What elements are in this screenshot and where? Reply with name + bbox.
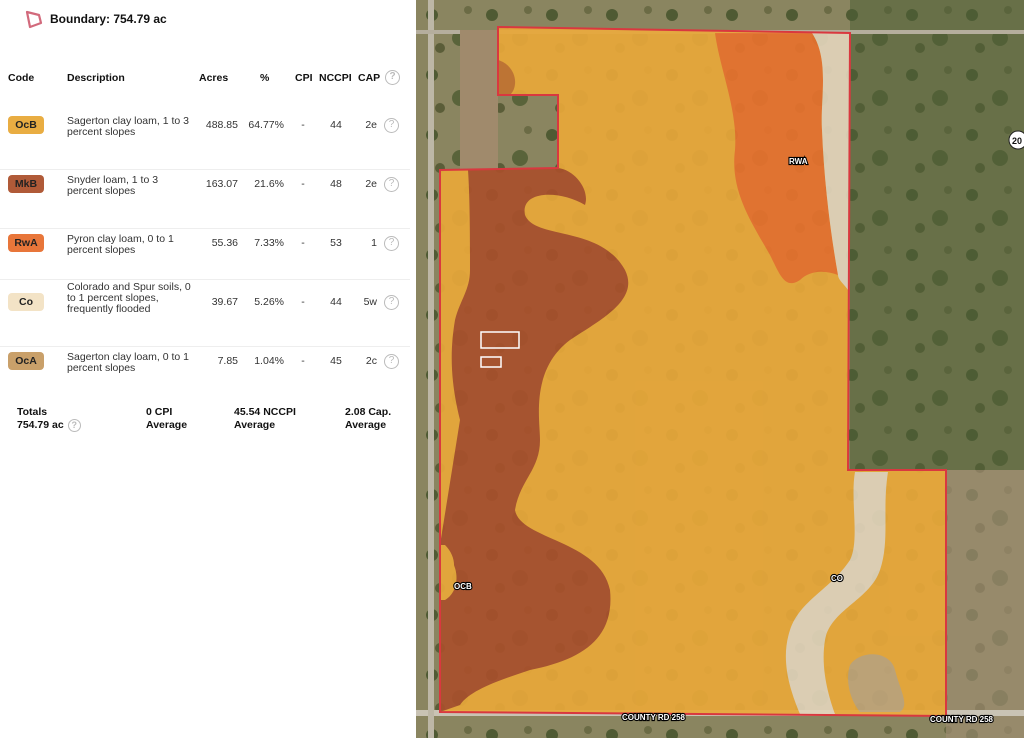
road-label: COUNTY RD 258 bbox=[622, 713, 686, 722]
table-header: Code Description Acres % CPI NCCPI CAP ? bbox=[0, 70, 410, 86]
soil-co[interactable] bbox=[785, 472, 888, 714]
cap-avg-label: Average bbox=[345, 419, 387, 431]
soil-code-badge: RwA bbox=[8, 234, 44, 252]
soil-code-badge: Co bbox=[8, 293, 44, 311]
cap: 2c bbox=[365, 355, 377, 367]
nccpi: 53 bbox=[330, 237, 342, 249]
field-plot bbox=[460, 30, 498, 170]
help-icon[interactable]: ? bbox=[67, 419, 81, 432]
help-icon[interactable]: ? bbox=[384, 118, 399, 133]
cap: 5w bbox=[363, 296, 377, 308]
percent: 1.04% bbox=[254, 355, 284, 367]
soil-ocb-notch[interactable] bbox=[498, 60, 516, 95]
nccpi: 44 bbox=[330, 296, 342, 308]
acres: 7.85 bbox=[217, 355, 238, 367]
field bbox=[946, 470, 1024, 738]
col-description: Description bbox=[67, 72, 125, 84]
cpi: - bbox=[301, 119, 305, 131]
soil-description: Sagerton clay loam, 1 to 3 percent slope… bbox=[67, 115, 189, 138]
boundary-summary: Boundary: 754.79 ac bbox=[24, 9, 167, 29]
soil-ocb-small[interactable] bbox=[440, 550, 457, 600]
soil-rwa[interactable] bbox=[715, 33, 838, 284]
highway-shield-icon bbox=[1008, 130, 1024, 150]
col-nccpi: NCCPI bbox=[319, 72, 352, 84]
acres: 163.07 bbox=[205, 178, 238, 190]
cap-avg: 2.08 Cap. bbox=[345, 406, 392, 418]
table-row[interactable]: OcA Sagerton clay loam, 0 to 1 percent s… bbox=[0, 347, 410, 390]
acres: 488.85 bbox=[205, 119, 238, 131]
table-row[interactable]: MkB Snyder loam, 1 to 3 percent slopes 1… bbox=[0, 170, 410, 229]
percent: 7.33% bbox=[254, 237, 284, 249]
col-acres: Acres bbox=[199, 72, 229, 84]
table-row[interactable]: OcB Sagerton clay loam, 1 to 3 percent s… bbox=[0, 111, 410, 170]
nccpi-avg: 45.54 NCCPI bbox=[234, 406, 296, 418]
nccpi: 44 bbox=[330, 119, 342, 131]
col-code: Code bbox=[8, 72, 35, 84]
map-label-rwa: RWA bbox=[789, 157, 808, 166]
cpi: - bbox=[301, 178, 305, 190]
totals-cap: 2.08 Cap. Average bbox=[345, 406, 391, 432]
excluded-area bbox=[480, 331, 520, 349]
totals-acres-value: 754.79 ac bbox=[17, 419, 64, 431]
totals-acres: Totals 754.79 ac? bbox=[17, 406, 81, 432]
col-cap: CAP bbox=[358, 72, 381, 84]
side-road bbox=[428, 0, 434, 738]
col-pct: % bbox=[260, 72, 270, 84]
cpi: - bbox=[301, 237, 305, 249]
totals-nccpi: 45.54 NCCPI Average bbox=[234, 406, 296, 432]
help-icon[interactable]: ? bbox=[384, 236, 399, 251]
cap: 2e bbox=[365, 178, 377, 190]
polygon-icon bbox=[25, 10, 43, 29]
map-label-co: CO bbox=[831, 574, 843, 583]
soil-description: Snyder loam, 1 to 3 percent slopes bbox=[67, 174, 159, 197]
soil-code-badge: OcA bbox=[8, 352, 44, 370]
road-label: COUNTY RD 258 bbox=[930, 715, 994, 724]
col-cpi: CPI bbox=[295, 72, 313, 84]
cpi: - bbox=[301, 355, 305, 367]
field-tan bbox=[848, 654, 905, 712]
soil-panel: Boundary: 754.79 ac Code Description Acr… bbox=[0, 0, 416, 738]
cpi-avg: 0 CPI bbox=[146, 406, 173, 418]
cpi-avg-label: Average bbox=[146, 419, 188, 431]
soil-code-badge: OcB bbox=[8, 116, 44, 134]
percent: 64.77% bbox=[248, 119, 284, 131]
help-icon[interactable]: ? bbox=[385, 70, 400, 85]
cpi: - bbox=[301, 296, 305, 308]
excluded-area bbox=[480, 356, 502, 368]
percent: 21.6% bbox=[254, 178, 284, 190]
vegetation bbox=[850, 0, 1024, 470]
soil-map[interactable]: RWA OCB CO COUNTY RD 258 COUNTY RD 258 2… bbox=[416, 0, 1024, 738]
soil-description: Sagerton clay loam, 0 to 1 percent slope… bbox=[67, 351, 189, 374]
map-label-ocb: OCB bbox=[454, 582, 472, 591]
nccpi: 48 bbox=[330, 178, 342, 190]
soil-mkb[interactable] bbox=[440, 168, 629, 712]
help-icon[interactable]: ? bbox=[384, 354, 399, 369]
cap: 1 bbox=[371, 237, 377, 249]
help-icon[interactable]: ? bbox=[384, 177, 399, 192]
field-boundary[interactable] bbox=[439, 25, 947, 718]
nccpi: 45 bbox=[330, 355, 342, 367]
nccpi-avg-label: Average bbox=[234, 419, 276, 431]
table-row[interactable]: RwA Pyron clay loam, 0 to 1 percent slop… bbox=[0, 229, 410, 280]
soil-code-badge: MkB bbox=[8, 175, 44, 193]
soil-description: Pyron clay loam, 0 to 1 percent slopes bbox=[67, 233, 174, 256]
soil-description: Colorado and Spur soils, 0 to 1 percent … bbox=[67, 281, 191, 315]
acres: 39.67 bbox=[211, 296, 238, 308]
help-icon[interactable]: ? bbox=[384, 295, 399, 310]
boundary-label: Boundary: 754.79 ac bbox=[50, 12, 167, 26]
totals-label: Totals bbox=[17, 406, 48, 418]
cap: 2e bbox=[365, 119, 377, 131]
percent: 5.26% bbox=[254, 296, 284, 308]
acres: 55.36 bbox=[211, 237, 238, 249]
table-row[interactable]: Co Colorado and Spur soils, 0 to 1 perce… bbox=[0, 280, 410, 347]
totals-cpi: 0 CPI Average bbox=[146, 406, 187, 432]
soil-co-north[interactable] bbox=[812, 33, 850, 290]
highway-number: 20 bbox=[1012, 136, 1022, 146]
